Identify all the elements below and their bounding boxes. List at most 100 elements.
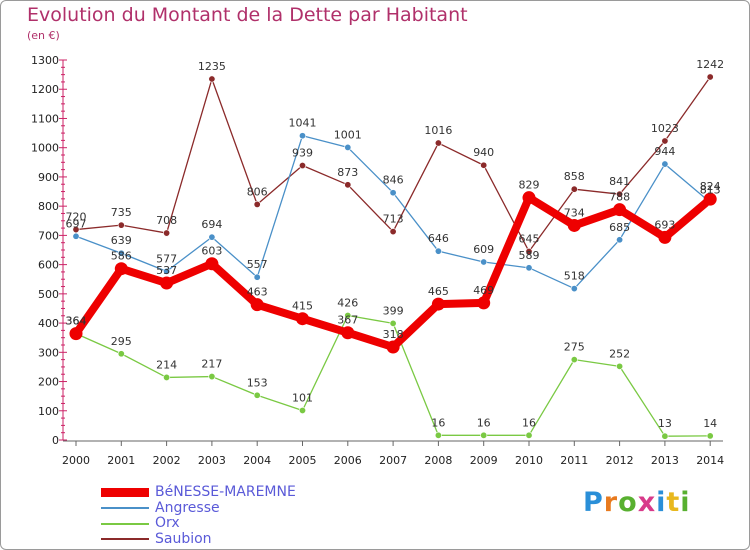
data-label-b-nesse-maremne: 586 [111,250,132,263]
data-point-angresse [570,285,578,293]
data-label-angresse: 697 [66,217,87,230]
x-tick-label: 2010 [515,454,543,467]
data-point-orx [480,431,488,439]
x-tick-label: 2009 [470,454,498,467]
data-point-saubion [616,190,624,198]
data-label-angresse: 639 [111,234,132,247]
data-label-angresse: 609 [473,243,494,256]
data-point-angresse [298,132,306,140]
data-point-b-nesse-maremne [205,257,219,271]
y-tick-label: 100 [38,405,59,418]
data-labels: 720 735 708 1235 806 939 873 713 1016 940 645 858 84… [66,58,725,430]
legend-label-b-nesse-maremne: BéNESSE-MAREMNE [155,484,296,501]
logo-letter: i [656,487,667,518]
data-point-orx [117,350,125,358]
data-label-b-nesse-maremne: 693 [654,218,675,231]
data-point-b-nesse-maremne [296,312,309,326]
data-label-b-nesse-maremne: 788 [609,191,630,204]
y-tick-label: 200 [38,376,59,389]
data-point-orx [389,319,397,327]
data-point-saubion [344,181,352,189]
x-tick-label: 2007 [379,454,407,467]
logo-letter: t [666,487,681,518]
y-tick-label: 800 [38,200,59,213]
data-point-b-nesse-maremne [431,297,445,311]
data-point-saubion [253,200,261,208]
legend-swatch-angresse [101,507,149,510]
data-label-orx: 14 [703,417,717,430]
legend-item-orx: Orx [101,516,296,532]
proxiti-logo: Proxiti [583,487,691,518]
data-label-b-nesse-maremne: 824 [700,180,721,193]
x-tick-label: 2000 [62,454,90,467]
data-point-saubion [570,185,578,193]
data-label-angresse: 1041 [289,117,317,130]
data-label-saubion: 708 [156,214,177,227]
data-label-orx: 217 [201,358,222,371]
data-label-orx: 295 [111,335,132,348]
logo-letter: r [603,487,619,518]
y-tick-label: 700 [38,229,59,242]
x-tick-label: 2003 [198,454,226,467]
data-label-angresse: 944 [654,145,675,158]
data-point-angresse [253,273,261,281]
chart-title: Evolution du Montant de la Dette par Hab… [27,4,468,26]
data-point-b-nesse-maremne [703,192,717,206]
data-point-b-nesse-maremne [114,262,128,276]
data-label-orx: 101 [292,391,313,404]
data-point-angresse [117,249,125,257]
data-point-orx [434,431,442,439]
y-tick-label: 1100 [31,112,59,125]
legend-swatch-b-nesse-maremne [101,488,149,498]
logo-letter: x [637,487,657,518]
data-label-saubion: 1023 [651,122,679,135]
data-label-b-nesse-maremne: 415 [292,300,313,313]
data-label-b-nesse-maremne: 734 [564,206,585,219]
data-point-angresse [344,143,352,151]
x-tick-label: 2001 [107,454,135,467]
data-point-b-nesse-maremne [658,230,672,244]
data-label-b-nesse-maremne: 364 [66,315,87,328]
data-label-angresse: 846 [383,174,404,187]
data-label-saubion: 1235 [198,60,226,73]
data-point-b-nesse-maremne [613,203,627,217]
legend-label-saubion: Saubion [155,530,212,547]
data-label-orx: 16 [431,416,445,429]
series-points [69,73,717,440]
data-point-saubion [208,75,216,83]
logo-letter: o [618,487,638,518]
data-point-angresse [434,247,442,255]
data-point-angresse [389,189,397,197]
logo-letter: P [583,487,604,518]
data-label-saubion: 720 [66,211,87,224]
data-label-b-nesse-maremne: 469 [473,284,494,297]
data-label-saubion: 939 [292,147,313,160]
legend-item-angresse: Angresse [101,500,296,517]
data-point-orx [344,311,352,319]
data-point-angresse [163,267,171,275]
data-label-saubion: 940 [473,146,494,159]
data-label-angresse: 685 [609,221,630,234]
data-label-saubion: 1242 [696,58,724,71]
data-point-angresse [208,233,216,241]
data-point-angresse [480,258,488,266]
data-label-b-nesse-maremne: 603 [201,245,222,258]
data-label-b-nesse-maremne: 367 [337,314,358,327]
data-point-saubion [661,137,669,145]
data-label-saubion: 841 [609,175,630,188]
y-tick-label: 0 [52,434,59,447]
x-tick-label: 2005 [289,454,317,467]
x-tick-label: 2013 [651,454,679,467]
legend: BéNESSE-MAREMNE Angresse Orx Saubion [101,485,296,547]
data-point-saubion [72,226,80,234]
data-point-orx [298,406,306,414]
data-label-saubion: 713 [383,213,404,226]
data-label-orx: 399 [383,304,404,317]
x-tick-label: 2012 [606,454,634,467]
data-label-b-nesse-maremne: 465 [428,285,449,298]
data-label-angresse: 813 [700,183,721,196]
x-tick-label: 2008 [424,454,452,467]
data-label-angresse: 518 [564,270,585,283]
